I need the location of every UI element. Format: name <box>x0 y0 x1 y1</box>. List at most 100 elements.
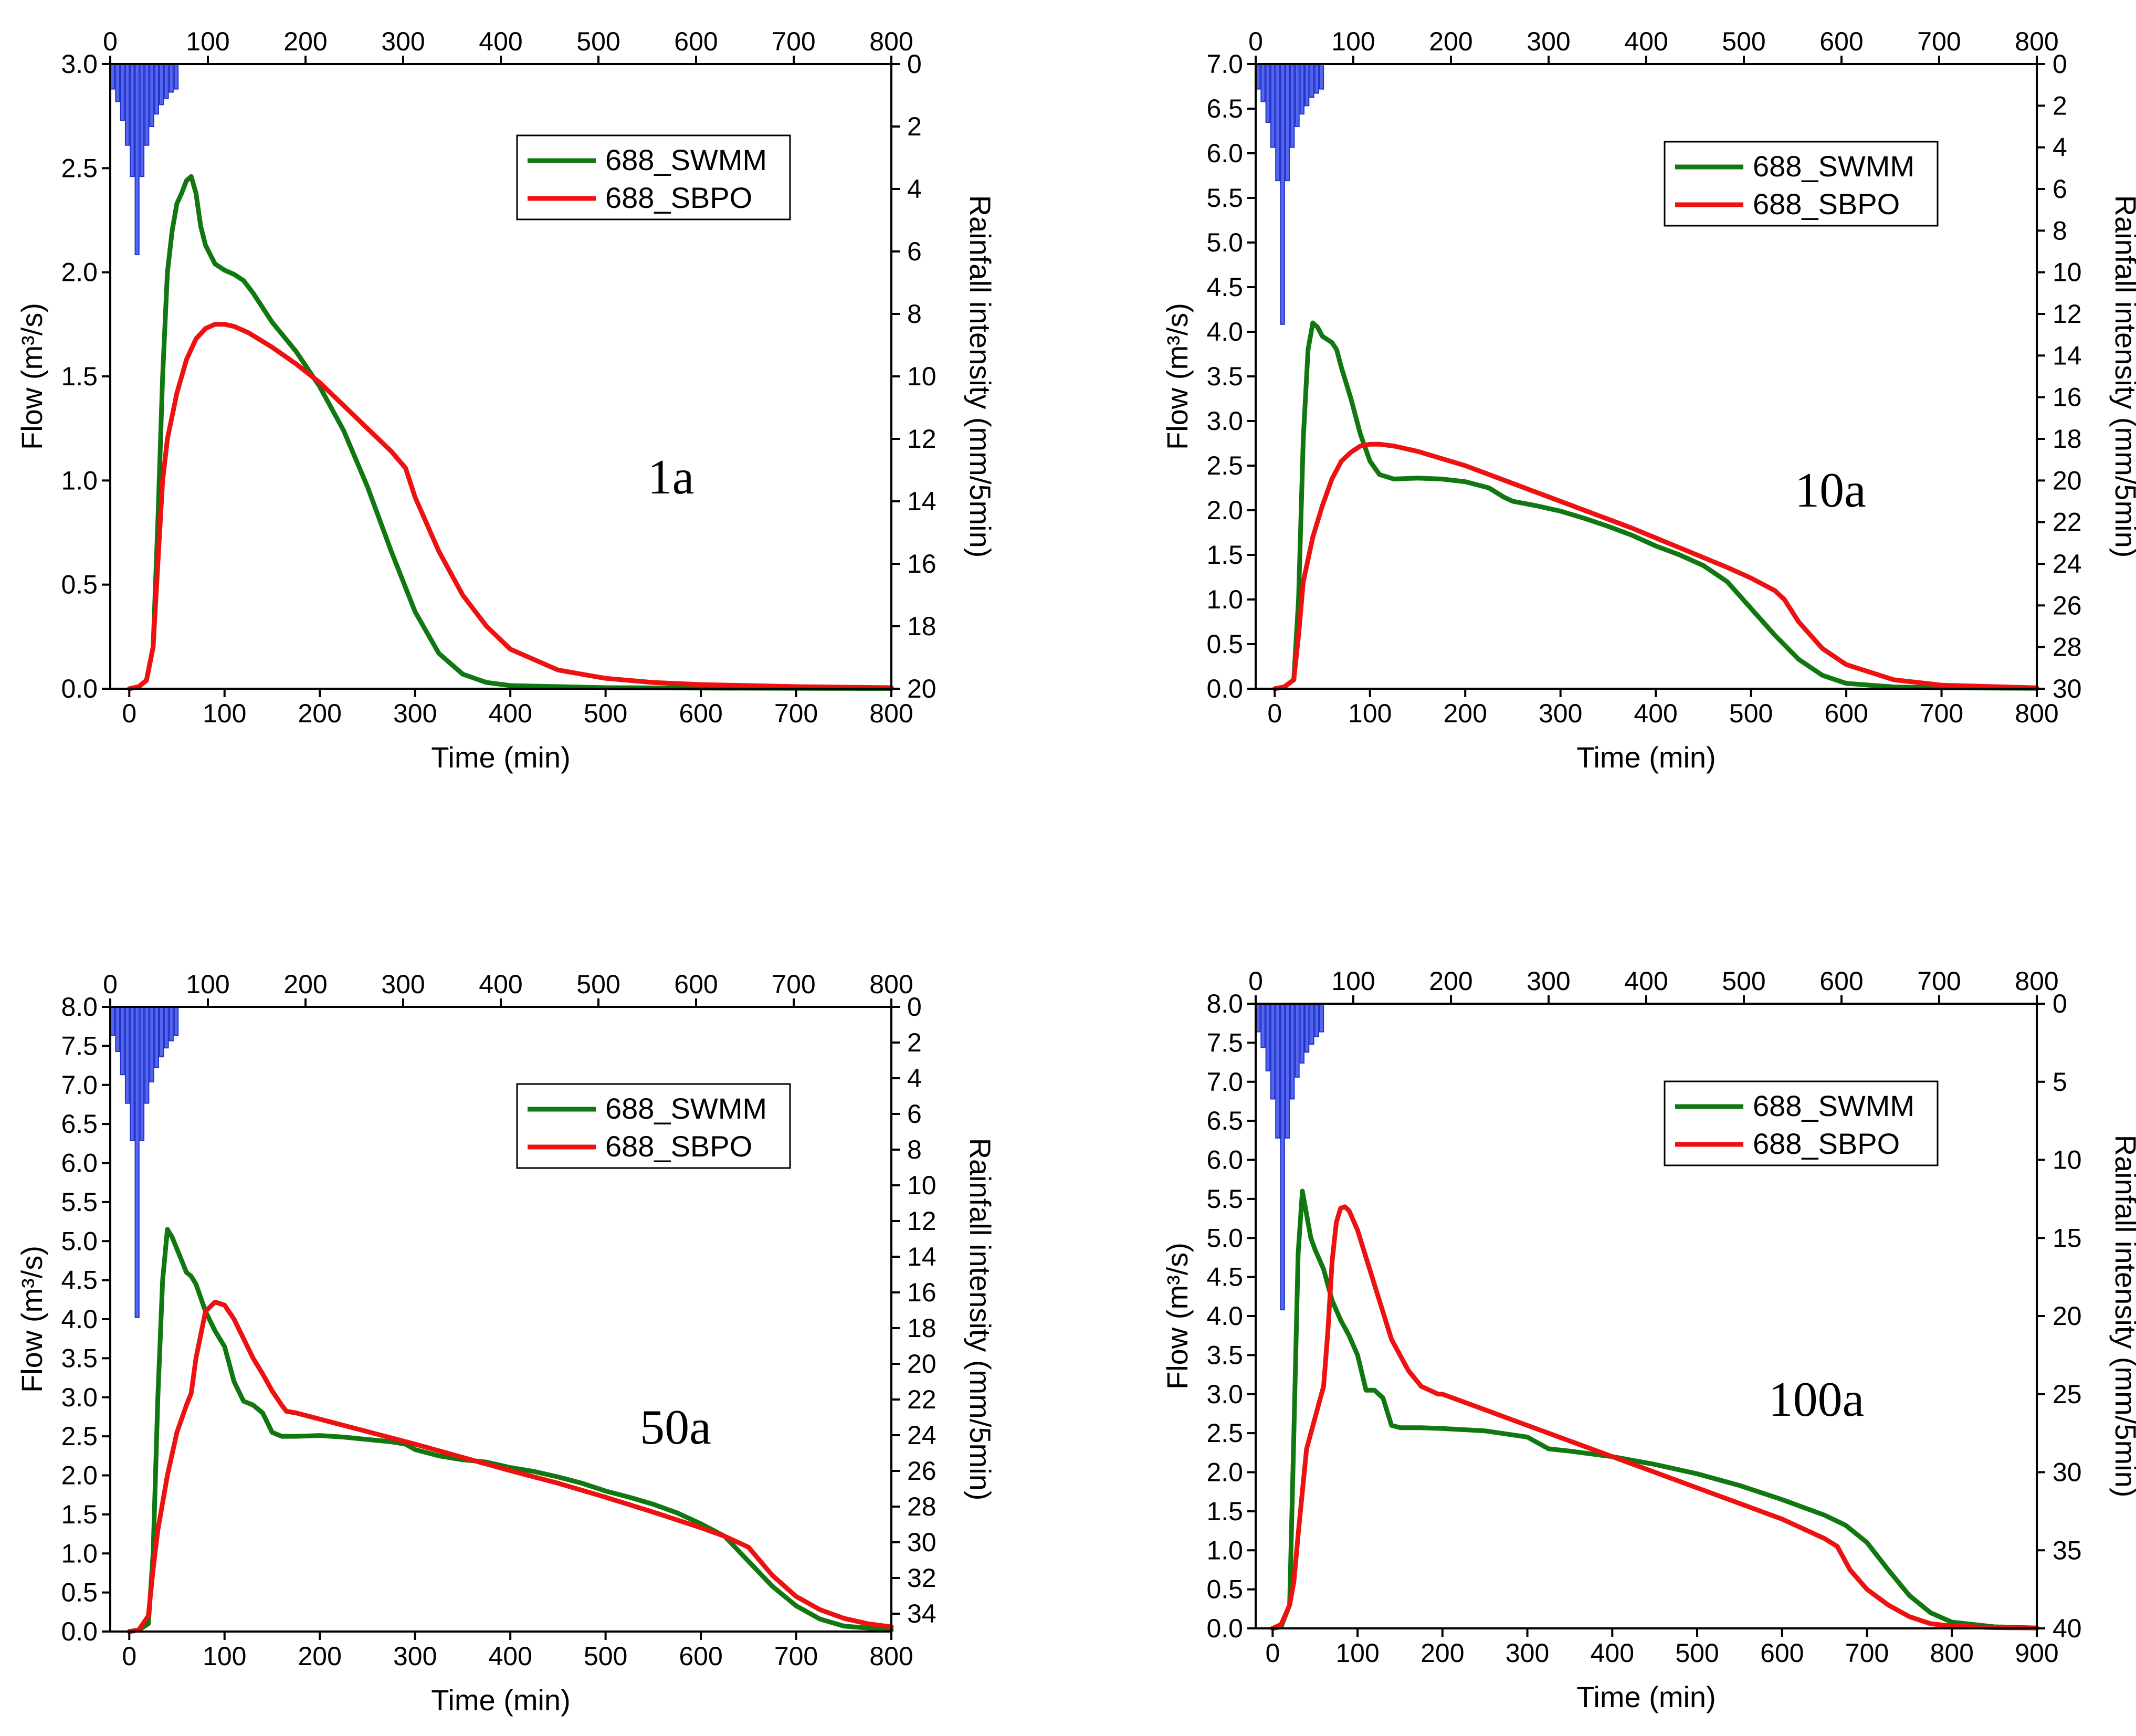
legend-entry: 688_SBPO <box>605 181 752 214</box>
rainfall-bar <box>124 1006 130 1104</box>
rainfall-bar <box>1319 64 1324 90</box>
y2-tick-label: 12 <box>2053 299 2082 329</box>
y-tick-label: 2.0 <box>61 258 98 287</box>
y-tick-label: 2.5 <box>1206 1418 1243 1448</box>
rainfall-bar <box>169 1006 174 1041</box>
y2-tick-label: 34 <box>907 1599 937 1628</box>
top-x-tick-label: 100 <box>1331 27 1375 56</box>
y-tick-label: 7.0 <box>1206 49 1243 79</box>
x-tick-label: 200 <box>1444 699 1487 728</box>
x-tick-label: 400 <box>488 699 532 728</box>
y-tick-label: 1.5 <box>1206 540 1243 570</box>
x-tick-label: 500 <box>584 699 627 728</box>
rainfall-bar <box>1280 64 1285 325</box>
y2-tick-label: 18 <box>2053 424 2082 454</box>
x-tick-label: 400 <box>1634 699 1677 728</box>
x-tick-label: 200 <box>1421 1638 1464 1668</box>
y-tick-label: 0.0 <box>1206 674 1243 703</box>
rainfall-bar <box>1285 64 1290 182</box>
series-line-688_sbpo <box>1270 1204 2039 1631</box>
y-axis-label: Flow (m³/s) <box>15 303 48 450</box>
top-x-tick-label: 300 <box>381 27 425 56</box>
rainfall-bar <box>1256 64 1261 90</box>
y-tick-label: 4.5 <box>61 1266 98 1295</box>
top-x-tick-label: 300 <box>381 970 425 999</box>
x-tick-label: 800 <box>869 1642 913 1671</box>
y-tick-label: 3.0 <box>61 49 98 79</box>
rainfall-bar <box>149 1006 154 1082</box>
rainfall-bar <box>154 1006 160 1068</box>
rainfall-bar <box>120 1006 125 1076</box>
rainfall-bar <box>173 64 179 90</box>
y2-tick-label: 10 <box>2053 258 2082 287</box>
top-x-tick-label: 0 <box>103 27 118 56</box>
y2-axis-label: Rainfall intensity (mm/5min) <box>2109 195 2136 558</box>
y-tick-label: 6.5 <box>61 1109 98 1139</box>
y2-tick-label: 28 <box>2053 633 2082 662</box>
rainfall-bar <box>1260 1003 1266 1048</box>
y-tick-label: 3.5 <box>1206 362 1243 391</box>
y-tick-label: 6.5 <box>1206 1106 1243 1135</box>
y-tick-label: 7.0 <box>1206 1067 1243 1097</box>
y-tick-label: 3.5 <box>61 1343 98 1373</box>
y2-tick-label: 32 <box>907 1563 937 1593</box>
y-tick-label: 8.0 <box>1206 989 1243 1018</box>
x-axis-label: Time (min) <box>431 741 570 774</box>
x-tick-label: 100 <box>1335 1638 1379 1668</box>
y2-tick-label: 30 <box>2053 674 2082 703</box>
top-x-tick-label: 500 <box>576 27 620 56</box>
top-x-tick-label: 500 <box>1722 27 1765 56</box>
y2-tick-label: 0 <box>907 49 922 79</box>
y-tick-label: 1.5 <box>61 362 98 391</box>
rainfall-bar <box>124 64 130 146</box>
y2-axis-label: Rainfall intensity (mm/5min) <box>964 195 997 558</box>
top-x-tick-label: 200 <box>283 27 327 56</box>
y2-tick-label: 2 <box>2053 91 2067 120</box>
rainfall-bar <box>144 64 150 146</box>
y2-tick-label: 6 <box>907 237 922 266</box>
y2-tick-label: 30 <box>2053 1458 2082 1487</box>
y2-tick-label: 14 <box>907 1242 937 1271</box>
rainfall-bar <box>134 1006 140 1318</box>
x-tick-label: 400 <box>488 1642 532 1671</box>
legend-entry: 688_SWMM <box>605 143 767 176</box>
rainfall-bar <box>1265 64 1270 123</box>
y2-tick-label: 2 <box>907 1028 922 1057</box>
y2-tick-label: 2 <box>907 112 922 141</box>
top-x-tick-label: 800 <box>2015 27 2058 56</box>
x-tick-label: 300 <box>393 699 437 728</box>
y-axis-label: Flow (m³/s) <box>1161 1243 1194 1390</box>
y2-tick-label: 10 <box>907 1171 937 1200</box>
y2-tick-label: 40 <box>2053 1614 2082 1643</box>
top-x-tick-label: 700 <box>772 970 815 999</box>
series-line-688_sbpo <box>127 322 894 691</box>
rainfall-bar <box>1295 1003 1300 1078</box>
y-tick-label: 3.5 <box>1206 1340 1243 1370</box>
x-tick-label: 500 <box>1675 1638 1719 1668</box>
rainfall-bar <box>159 1006 164 1058</box>
rainfall-bar <box>1304 64 1310 107</box>
x-tick-label: 600 <box>1824 699 1868 728</box>
y2-tick-label: 35 <box>2053 1535 2082 1565</box>
top-x-tick-label: 700 <box>772 27 815 56</box>
y2-tick-label: 15 <box>2053 1223 2082 1253</box>
y-tick-label: 1.0 <box>61 466 98 495</box>
y-tick-label: 1.5 <box>1206 1497 1243 1526</box>
y2-tick-label: 0 <box>2053 49 2067 79</box>
y2-tick-label: 16 <box>907 549 937 578</box>
x-tick-label: 100 <box>203 1642 246 1671</box>
rainfall-bar <box>164 1006 169 1049</box>
rainfall-bar <box>1280 1003 1285 1311</box>
y2-axis-label: Rainfall intensity (mm/5min) <box>2109 1135 2136 1498</box>
y2-tick-label: 5 <box>2053 1067 2067 1097</box>
rainfall-bar <box>110 64 115 90</box>
top-x-tick-label: 300 <box>1527 966 1570 996</box>
x-tick-label: 100 <box>203 699 246 728</box>
y-tick-label: 1.0 <box>1206 585 1243 614</box>
rainfall-bar <box>149 64 154 127</box>
y2-tick-label: 16 <box>907 1278 937 1307</box>
top-x-tick-label: 600 <box>674 27 718 56</box>
rainfall-bar <box>139 64 145 177</box>
